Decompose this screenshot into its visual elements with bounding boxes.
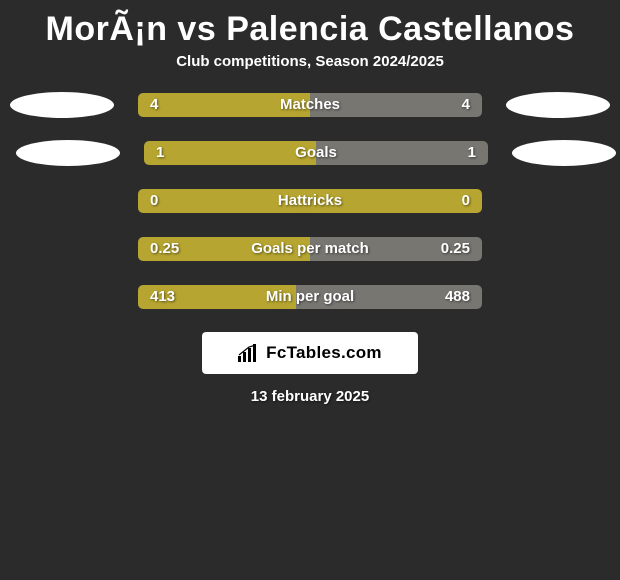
player-marker-left bbox=[16, 140, 120, 166]
stat-label: Goals bbox=[144, 141, 488, 165]
stat-row: 0Hattricks0 bbox=[0, 188, 620, 214]
stat-label: Hattricks bbox=[138, 189, 482, 213]
player-marker-right bbox=[512, 140, 616, 166]
site-badge: FcTables.com bbox=[202, 332, 418, 374]
player-marker-right bbox=[506, 92, 610, 118]
stat-bar: 413Min per goal488 bbox=[138, 285, 482, 309]
stat-rows: 4Matches4 1Goals1 0Hattricks0 0.25Goals per… bbox=[0, 92, 620, 310]
stat-value-right: 488 bbox=[445, 285, 470, 309]
stat-row: 1Goals1 bbox=[0, 140, 620, 166]
stat-value-right: 1 bbox=[468, 141, 476, 165]
player-marker-left bbox=[10, 92, 114, 118]
page-title: MorÃ¡n vs Palencia Castellanos bbox=[0, 4, 620, 53]
chart-icon bbox=[238, 344, 260, 362]
stat-row: 4Matches4 bbox=[0, 92, 620, 118]
date: 13 february 2025 bbox=[0, 388, 620, 405]
stat-label: Goals per match bbox=[138, 237, 482, 261]
stat-bar: 0Hattricks0 bbox=[138, 189, 482, 213]
stat-value-right: 4 bbox=[462, 93, 470, 117]
stat-bar: 0.25Goals per match0.25 bbox=[138, 237, 482, 261]
stat-value-right: 0 bbox=[462, 189, 470, 213]
stat-row: 0.25Goals per match0.25 bbox=[0, 236, 620, 262]
stat-label: Matches bbox=[138, 93, 482, 117]
stat-row: 413Min per goal488 bbox=[0, 284, 620, 310]
stat-value-right: 0.25 bbox=[441, 237, 470, 261]
stat-bar: 4Matches4 bbox=[138, 93, 482, 117]
site-name: FcTables.com bbox=[266, 343, 382, 363]
subtitle: Club competitions, Season 2024/2025 bbox=[0, 53, 620, 92]
stat-bar: 1Goals1 bbox=[144, 141, 488, 165]
stat-label: Min per goal bbox=[138, 285, 482, 309]
